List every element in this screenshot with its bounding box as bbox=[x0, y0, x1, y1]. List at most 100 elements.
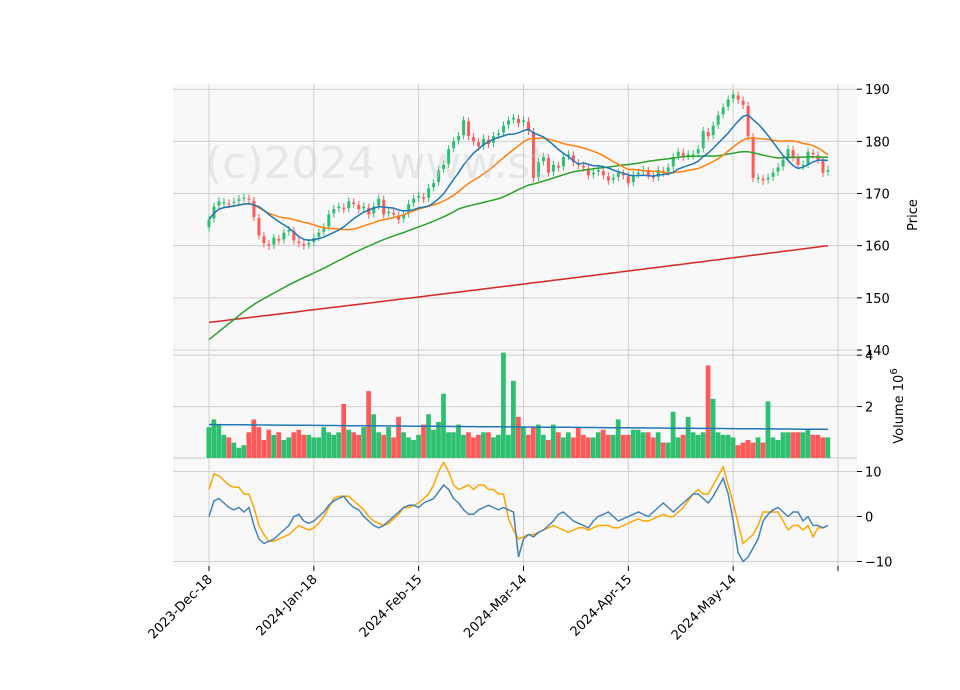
candle-body bbox=[526, 121, 530, 131]
volume-bar bbox=[735, 445, 741, 458]
volume-bar bbox=[266, 429, 272, 458]
volume-bar bbox=[545, 440, 551, 458]
candle-body bbox=[292, 231, 296, 241]
osc-y-tick-label: −10 bbox=[865, 556, 892, 571]
candle-body bbox=[686, 154, 690, 156]
price-y-tick-label: 180 bbox=[865, 135, 890, 150]
candle-body bbox=[452, 141, 456, 149]
volume-bar bbox=[785, 432, 791, 458]
candle-body bbox=[262, 236, 266, 244]
candle-body bbox=[307, 243, 311, 245]
volume-bar bbox=[575, 427, 581, 458]
volume-y-tick-label: 2 bbox=[865, 401, 873, 416]
volume-bar bbox=[421, 424, 426, 458]
volume-bar bbox=[506, 434, 511, 458]
volume-bar bbox=[291, 432, 297, 458]
candle-body bbox=[402, 214, 406, 219]
candle-body bbox=[821, 160, 825, 173]
volume-bar bbox=[346, 429, 352, 458]
volume-bar bbox=[755, 437, 761, 458]
volume-bar bbox=[326, 432, 332, 458]
volume-bar bbox=[401, 432, 406, 458]
candle-body bbox=[636, 172, 640, 175]
volume-bar bbox=[795, 432, 801, 458]
volume-bar bbox=[620, 434, 626, 458]
candle-body bbox=[736, 95, 740, 100]
volume-bar bbox=[765, 401, 771, 458]
candle-body bbox=[596, 170, 600, 172]
volume-bar bbox=[730, 437, 736, 458]
volume-bar bbox=[550, 424, 556, 458]
volume-axis-title: Volume 106 bbox=[889, 368, 907, 443]
candle-body bbox=[826, 170, 830, 172]
candle-body bbox=[716, 115, 720, 125]
volume-bar bbox=[356, 434, 362, 458]
candle-body bbox=[561, 157, 565, 167]
volume-bar bbox=[670, 411, 676, 458]
candle-body bbox=[731, 94, 735, 99]
volume-bar bbox=[705, 365, 711, 458]
volume-bar bbox=[760, 442, 766, 458]
candle-body bbox=[666, 167, 670, 172]
volume-bar bbox=[301, 434, 307, 458]
candle-body bbox=[721, 107, 725, 115]
volume-bar bbox=[281, 440, 287, 458]
candle-body bbox=[342, 207, 346, 210]
volume-avg-line bbox=[209, 423, 829, 431]
candle-body bbox=[776, 167, 780, 172]
candle-body bbox=[357, 205, 361, 210]
osc-y-tick-label: 10 bbox=[865, 466, 882, 481]
volume-bar bbox=[296, 429, 302, 458]
candle-body bbox=[247, 198, 251, 200]
candle-body bbox=[257, 218, 261, 236]
price-panel bbox=[173, 84, 857, 350]
volume-bar bbox=[690, 432, 696, 458]
candle-body bbox=[621, 173, 625, 176]
candle-body bbox=[412, 198, 416, 203]
volume-bar bbox=[416, 434, 421, 458]
volume-bar bbox=[815, 434, 821, 458]
volume-bar bbox=[511, 380, 516, 458]
candle-body bbox=[442, 164, 446, 170]
candle-body bbox=[631, 175, 635, 183]
volume-bar bbox=[665, 442, 671, 458]
volume-bar bbox=[426, 414, 431, 458]
candle-body bbox=[761, 178, 765, 181]
volume-bar bbox=[436, 422, 441, 458]
volume-bar bbox=[376, 432, 381, 458]
osc-fast-line bbox=[208, 476, 829, 563]
candle-body bbox=[437, 170, 441, 183]
candle-body bbox=[217, 201, 221, 206]
osc-y-tick-label: 0 bbox=[865, 511, 873, 526]
volume-bar bbox=[790, 432, 796, 458]
price-axis-title: Price bbox=[906, 199, 921, 231]
volume-bar bbox=[411, 440, 416, 458]
volume-bar bbox=[206, 427, 212, 458]
volume-bar bbox=[256, 427, 262, 458]
candle-body bbox=[287, 230, 291, 232]
volume-bar bbox=[715, 432, 721, 458]
volume-bar bbox=[471, 437, 476, 458]
volume-bar bbox=[525, 434, 531, 458]
candle-body bbox=[606, 176, 610, 181]
volume-bar bbox=[461, 434, 466, 458]
candle-body bbox=[302, 244, 306, 246]
volume-bar bbox=[750, 442, 756, 458]
candle-body bbox=[766, 177, 770, 180]
volume-bar bbox=[361, 427, 366, 458]
price-y-tick-label: 170 bbox=[865, 188, 890, 203]
candle-body bbox=[521, 120, 525, 123]
x-tick-label: 2024-May-14 bbox=[669, 572, 740, 643]
candle-body bbox=[586, 168, 590, 176]
volume-bar bbox=[456, 424, 461, 458]
candle-body bbox=[531, 131, 535, 178]
volume-bar bbox=[311, 437, 317, 458]
volume-bar bbox=[720, 434, 726, 458]
volume-bar bbox=[486, 432, 491, 458]
candle-body bbox=[801, 164, 805, 166]
candle-body bbox=[656, 170, 660, 177]
candle-body bbox=[566, 154, 570, 156]
candle-body bbox=[681, 152, 685, 158]
candle-body bbox=[581, 165, 585, 168]
